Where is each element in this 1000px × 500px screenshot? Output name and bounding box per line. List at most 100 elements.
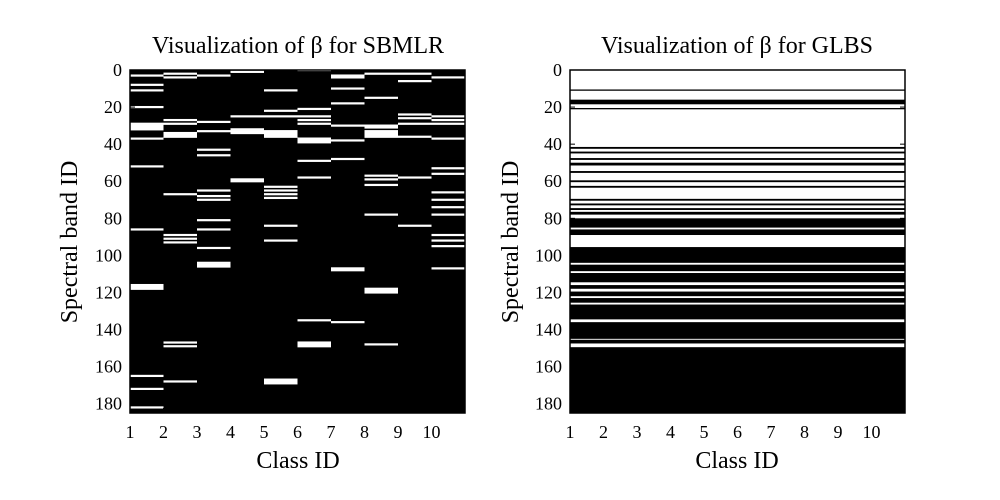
zero-band-mark: [570, 211, 905, 215]
zero-band-mark: [570, 198, 905, 201]
selected-band-mark: [163, 345, 197, 348]
selected-band-mark: [431, 198, 465, 201]
x-axis-label-sbmlr: Class ID: [256, 448, 339, 474]
selected-band-mark: [130, 122, 164, 125]
selected-band-mark: [297, 137, 331, 140]
selected-band-mark: [163, 193, 197, 196]
selected-band-mark: [197, 265, 231, 268]
selected-band-mark: [431, 191, 465, 194]
selected-band-mark: [264, 135, 298, 138]
selected-band-mark: [264, 382, 298, 385]
selected-band-mark: [398, 135, 432, 138]
x-tick-label: 1: [566, 422, 575, 442]
zero-band-mark: [570, 158, 905, 160]
selected-band-mark: [130, 165, 164, 168]
selected-band-mark: [331, 269, 365, 272]
selected-band-mark: [431, 213, 465, 216]
x-tick-label: 2: [599, 422, 608, 442]
selected-band-mark: [230, 115, 264, 118]
selected-band-mark: [163, 118, 197, 122]
zero-band-mark: [570, 146, 905, 149]
y-tick-label: 40: [544, 134, 562, 154]
selected-band-mark: [331, 102, 365, 105]
x-tick-label: 5: [260, 422, 269, 442]
selected-band-mark: [230, 70, 264, 73]
selected-band-mark: [197, 263, 231, 266]
selected-band-mark: [264, 133, 298, 136]
selected-band-mark: [331, 87, 365, 90]
selected-band-mark: [197, 246, 231, 250]
selected-band-mark: [264, 185, 298, 188]
selected-band-mark: [331, 267, 365, 270]
selected-band-mark: [431, 115, 465, 118]
zero-band-mark: [570, 339, 905, 344]
selected-band-mark: [163, 241, 197, 244]
x-tick-label: 3: [633, 422, 642, 442]
y-tick-label: 160: [95, 357, 122, 377]
selected-band-mark: [364, 178, 398, 181]
zero-band-mark: [570, 322, 905, 339]
zero-band-mark: [570, 304, 905, 320]
selected-band-mark: [163, 341, 197, 344]
selected-band-mark: [364, 213, 398, 216]
x-tick-label: 10: [423, 422, 441, 442]
selected-band-mark: [264, 130, 298, 133]
selected-band-mark: [398, 72, 432, 75]
y-axis-label-sbmlr: Spectral band ID: [57, 161, 83, 324]
selected-band-mark: [163, 131, 197, 135]
selected-band-mark: [398, 122, 432, 125]
selected-band-mark: [130, 83, 164, 86]
zero-band-mark: [570, 291, 905, 297]
selected-band-mark: [431, 239, 465, 242]
selected-band-mark: [163, 133, 197, 136]
zero-band-mark: [570, 171, 905, 173]
zero-band-mark: [570, 108, 905, 110]
selected-band-mark: [331, 157, 365, 161]
x-tick-label: 6: [733, 422, 742, 442]
zero-band-mark: [570, 273, 905, 283]
selected-band-mark: [364, 72, 398, 75]
selected-band-mark: [297, 345, 331, 348]
band-marks-glbs: [570, 89, 905, 413]
y-tick-label: 100: [535, 245, 562, 265]
selected-band-mark: [398, 176, 432, 179]
selected-band-mark: [264, 193, 298, 196]
selected-band-mark: [297, 115, 331, 118]
zero-band-mark: [570, 180, 905, 183]
selected-band-mark: [197, 130, 231, 133]
chart-title-sbmlr: Visualization of β for SBMLR: [152, 33, 444, 59]
selected-band-mark: [398, 224, 432, 227]
selected-band-mark: [264, 115, 298, 118]
y-tick-label: 180: [535, 394, 562, 414]
selected-band-mark: [197, 74, 231, 77]
zero-band-mark: [570, 247, 905, 263]
selected-band-mark: [130, 374, 164, 378]
selected-band-mark: [364, 287, 398, 290]
x-tick-label: 9: [394, 422, 403, 442]
selected-band-mark: [398, 80, 432, 83]
y-tick-label: 140: [95, 320, 122, 340]
selected-band-mark: [197, 194, 231, 198]
selected-band-mark: [163, 122, 197, 125]
zero-band-mark: [570, 203, 905, 206]
y-tick-label: 180: [95, 394, 122, 414]
panel-glbs: Visualization of β for GLBS 020406080100…: [498, 33, 906, 474]
selected-band-mark: [130, 387, 164, 390]
selected-band-mark: [130, 128, 164, 131]
selected-band-mark: [130, 285, 164, 289]
zero-band-mark: [570, 298, 905, 303]
selected-band-mark: [130, 124, 164, 127]
selected-band-mark: [197, 228, 231, 231]
selected-band-mark: [364, 343, 398, 346]
selected-band-mark: [230, 178, 264, 181]
selected-band-mark: [398, 117, 432, 120]
selected-band-mark: [364, 130, 398, 133]
selected-band-mark: [163, 233, 197, 237]
selected-band-mark: [364, 126, 398, 129]
selected-band-mark: [431, 137, 465, 140]
selected-band-mark: [297, 319, 331, 322]
selected-band-mark: [331, 76, 365, 79]
zero-band-mark: [570, 162, 905, 166]
x-tick-label: 5: [700, 422, 709, 442]
